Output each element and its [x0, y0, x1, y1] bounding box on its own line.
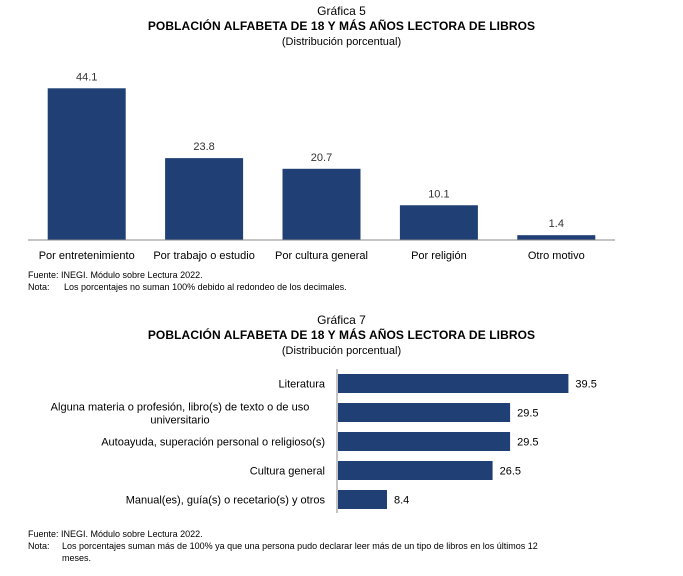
chart1-data-label: 20.7: [311, 152, 332, 164]
chart2-data-label: 39.5: [575, 379, 596, 391]
chart1-data-label: 10.1: [428, 188, 449, 200]
chart1-plot: 44.1 Por entretenimiento 23.8 Por trabajo o…: [28, 71, 615, 262]
chart2-data-label: 29.5: [517, 408, 538, 420]
chart1-bar: [282, 168, 361, 240]
chart2-bar: [338, 374, 569, 393]
chart2-bar: [338, 432, 511, 451]
chart2-category-label: Autoayuda, superación personal o religio…: [101, 437, 325, 449]
chart1-bar: [399, 205, 478, 240]
chart2-subtitle: (Distribución porcentual): [281, 345, 402, 357]
chart2-category-label: Alguna materia o profesión, libro(s) de …: [51, 402, 310, 414]
chart1-bar: [517, 235, 596, 240]
chart1-category-label: Por entretenimiento: [39, 250, 135, 262]
chart1-data-label: 1.4: [549, 218, 564, 230]
chart2-bar: [338, 403, 511, 422]
chart2-source: Fuente: INEGI. Módulo sobre Lectura 2022…: [28, 529, 203, 539]
chart2-category-label: Literatura: [279, 379, 326, 391]
chart2-note-text-2: meses.: [62, 553, 92, 563]
chart1-figure-number: Gráfica 5: [317, 4, 366, 18]
chart2-figure-number: Gráfica 7: [317, 313, 366, 327]
chart2-category-label: Cultura general: [250, 466, 325, 478]
chart1-category-label: Por trabajo o estudio: [153, 250, 255, 262]
chart1-category-label: Otro motivo: [528, 250, 585, 262]
chart2-data-label: 26.5: [500, 466, 521, 478]
chart1-category-label: Por religión: [411, 250, 467, 262]
chart2-note-text: Los porcentajes suman más de 100% ya que…: [62, 541, 538, 551]
chart1-note-text: Los porcentajes no suman 100% debido al …: [64, 282, 347, 292]
chart2-data-label: 8.4: [394, 495, 409, 507]
chart2-plot: 39.5 Literatura 29.5 Alguna materia o profe…: [51, 369, 597, 513]
chart2-data-label: 29.5: [517, 437, 538, 449]
chart2-note-label: Nota:: [28, 541, 50, 551]
chart1-data-label: 44.1: [76, 71, 97, 83]
chart1-category-label: Por cultura general: [275, 250, 368, 262]
chart1-bar: [165, 158, 244, 240]
chart2-category-label: Manual(es), guía(s) o recetario(s) y otr…: [126, 495, 326, 507]
chart2-bar: [338, 490, 387, 509]
chart2-bar: [338, 461, 493, 480]
chart1-data-label: 23.8: [193, 141, 214, 153]
chart2-title: POBLACIÓN ALFABETA DE 18 Y MÁS AÑOS LECT…: [147, 328, 536, 342]
chart1-note-label: Nota:: [28, 282, 50, 292]
chart1-source: Fuente: INEGI. Módulo sobre Lectura 2022…: [28, 270, 203, 280]
chart1-subtitle: (Distribución porcentual): [281, 36, 402, 48]
chart1-bar: [47, 88, 126, 241]
chart2-category-label-line2: universitario: [150, 415, 209, 427]
chart1-title: POBLACIÓN ALFABETA DE 18 Y MÁS AÑOS LECT…: [147, 19, 536, 33]
